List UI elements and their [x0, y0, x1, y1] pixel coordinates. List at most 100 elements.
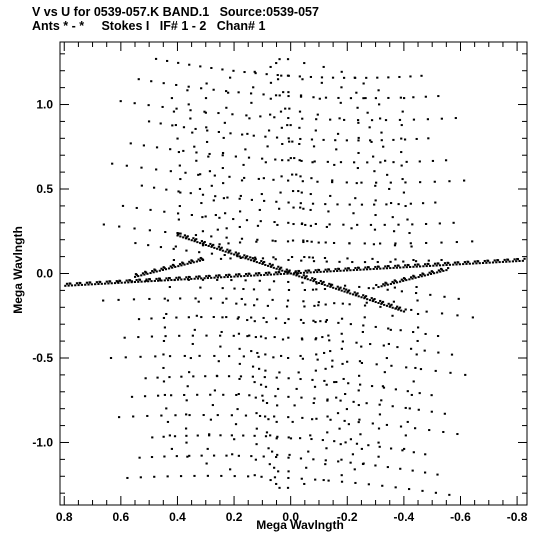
uv-point — [167, 279, 170, 282]
uv-point — [272, 266, 275, 269]
uv-point — [185, 441, 188, 444]
uv-point — [275, 420, 278, 423]
uv-point — [140, 280, 143, 283]
uv-point — [375, 283, 378, 286]
uv-point — [241, 133, 244, 136]
uv-point — [225, 236, 228, 239]
uv-point — [345, 139, 348, 142]
uv-point — [120, 281, 123, 284]
uv-point — [322, 479, 325, 482]
uv-point — [188, 63, 191, 66]
uv-point — [447, 267, 450, 270]
uv-point — [250, 101, 253, 104]
uv-point — [404, 264, 407, 267]
uv-point — [324, 320, 328, 323]
uv-point — [363, 296, 367, 299]
uv-point — [329, 350, 332, 353]
uv-point — [331, 365, 334, 368]
uv-point — [140, 184, 143, 187]
uv-point — [178, 276, 181, 279]
uv-point — [311, 418, 314, 421]
uv-point — [151, 270, 154, 273]
uv-point — [225, 316, 228, 319]
uv-point — [161, 268, 164, 271]
uv-point — [216, 276, 219, 279]
uv-point — [214, 195, 217, 198]
uv-point — [286, 124, 289, 127]
uv-point — [229, 275, 233, 278]
uv-point — [443, 412, 446, 415]
uv-point — [340, 332, 343, 335]
uv-point — [401, 449, 404, 452]
uv-point — [322, 280, 325, 283]
uv-point — [319, 279, 322, 282]
uv-point — [283, 321, 287, 324]
uv-point — [282, 91, 285, 94]
uv-point — [439, 270, 442, 273]
uv-point — [263, 273, 266, 276]
uv-point — [184, 171, 187, 174]
uv-point — [357, 121, 360, 124]
uv-point — [267, 418, 270, 421]
uv-point — [193, 474, 196, 477]
uv-point — [269, 113, 272, 116]
uv-point — [286, 240, 290, 243]
uv-point — [334, 139, 337, 142]
uv-point — [141, 272, 145, 275]
uv-point — [163, 393, 167, 396]
uv-point — [397, 308, 400, 311]
uv-point — [360, 447, 363, 450]
uv-point — [268, 288, 271, 291]
uv-point — [253, 274, 256, 277]
uv-point — [312, 271, 316, 274]
uv-point — [287, 221, 290, 224]
uv-point — [298, 159, 301, 162]
uv-point — [309, 193, 312, 196]
uv-point — [128, 279, 132, 282]
uv-point — [304, 276, 307, 279]
uv-point — [177, 151, 180, 154]
uv-point — [379, 117, 382, 120]
uv-point — [374, 97, 378, 100]
uv-point — [121, 204, 125, 207]
uv-point — [404, 434, 407, 437]
uv-point — [273, 336, 276, 339]
uv-point — [374, 214, 377, 217]
uv-point — [396, 346, 399, 349]
uv-point — [340, 347, 343, 350]
uv-point — [456, 261, 459, 264]
uv-point — [225, 454, 228, 457]
uv-point — [179, 232, 182, 235]
uv-point — [261, 261, 265, 264]
uv-point — [295, 274, 298, 277]
uv-point — [275, 62, 278, 65]
uv-point — [338, 287, 341, 290]
uv-point — [102, 223, 105, 226]
uv-point — [184, 237, 188, 240]
uv-point — [365, 76, 368, 79]
uv-point — [177, 265, 180, 268]
uv-point — [284, 107, 287, 110]
uv-point — [369, 343, 372, 346]
uv-point — [237, 454, 240, 457]
uv-point — [326, 270, 329, 273]
uv-point — [191, 260, 194, 263]
uv-point — [321, 439, 324, 442]
uv-point — [340, 458, 343, 461]
uv-point — [462, 263, 465, 266]
uv-point — [419, 368, 423, 371]
uv-point — [364, 295, 368, 298]
uv-point — [403, 138, 407, 141]
uv-point — [444, 159, 448, 162]
uv-point — [217, 112, 220, 115]
uv-point — [395, 281, 399, 284]
uv-point — [234, 155, 237, 158]
uv-point — [233, 275, 236, 278]
uv-point — [220, 246, 223, 249]
uv-point — [275, 437, 278, 440]
uv-point — [143, 273, 146, 276]
x-tick-label: -0.4 — [394, 510, 415, 524]
uv-point — [166, 475, 169, 478]
uv-point — [315, 337, 318, 340]
uv-point — [439, 267, 443, 270]
